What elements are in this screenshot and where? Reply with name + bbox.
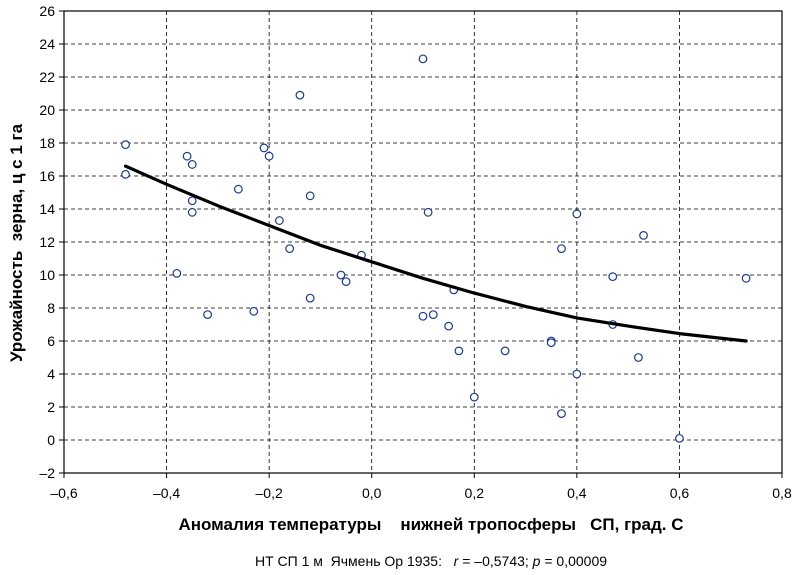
data-point — [557, 244, 566, 254]
y-tick-label: 6 — [47, 333, 55, 349]
y-tick-label: 18 — [39, 135, 55, 151]
data-point — [428, 310, 438, 320]
y-tick-label: 26 — [39, 3, 55, 19]
data-point — [187, 207, 197, 217]
data-point — [341, 277, 351, 287]
data-point — [336, 270, 346, 280]
data-point — [285, 244, 295, 254]
data-point — [469, 392, 479, 402]
data-point — [187, 196, 197, 206]
caption-p-value: = 0,00009 — [540, 553, 607, 569]
x-tick-label: –0,2 — [256, 485, 283, 501]
fit-curve — [123, 164, 748, 343]
data-point — [172, 268, 182, 278]
data-point — [233, 184, 243, 194]
y-tick-label: –2 — [39, 465, 55, 481]
x-axis-label: Аномалия температуры нижней тропосферы С… — [178, 515, 683, 534]
y-tick-label: 2 — [47, 399, 55, 415]
data-points — [121, 54, 751, 443]
x-tick-label: –0,4 — [153, 485, 180, 501]
grid — [64, 11, 782, 473]
data-point — [572, 369, 582, 379]
caption-prefix: НТ СП 1 м Ячмень Ор 1935: — [255, 553, 454, 569]
caption-p-symbol: p — [532, 553, 541, 569]
data-point — [675, 433, 684, 443]
data-point — [295, 90, 305, 100]
x-tick-label: 0,4 — [567, 485, 587, 501]
y-tick-label: 14 — [39, 201, 55, 217]
data-point — [121, 140, 130, 150]
data-point — [305, 293, 315, 303]
data-point — [249, 306, 259, 316]
caption-r-symbol: r — [454, 553, 460, 569]
data-point — [546, 338, 556, 348]
y-tick-label: 0 — [47, 432, 55, 448]
data-point — [187, 160, 197, 169]
data-point — [454, 346, 464, 356]
data-point — [500, 346, 510, 356]
data-point — [639, 230, 648, 240]
x-tick-label: 0,8 — [772, 485, 792, 501]
y-tick-label: 4 — [47, 366, 55, 382]
data-point — [634, 353, 643, 362]
y-tick-label: 22 — [39, 69, 55, 85]
data-point — [418, 311, 428, 321]
data-point — [423, 207, 433, 217]
data-point — [275, 216, 284, 225]
y-tick-label: 16 — [39, 168, 55, 184]
data-point — [203, 310, 213, 320]
data-point — [572, 209, 582, 219]
data-point — [121, 169, 130, 179]
x-axis-ticks: –0,6 –0,4 –0,2 0,0 0,2 0,4 0,6 0,8 — [50, 473, 792, 501]
x-tick-label: –0,6 — [50, 485, 77, 501]
caption-r-value: = –0,5743; — [458, 553, 532, 569]
x-tick-label: 0,0 — [362, 485, 382, 501]
data-point — [608, 272, 618, 282]
y-tick-label: 12 — [39, 234, 55, 250]
y-tick-label: 8 — [47, 300, 55, 316]
y-tick-label: 24 — [39, 36, 55, 52]
y-axis-label: Урожайность зерна, ц с 1 га — [7, 123, 26, 362]
x-tick-label: 0,2 — [465, 485, 485, 501]
data-point — [182, 151, 192, 161]
data-point — [259, 143, 269, 153]
data-point — [557, 409, 566, 419]
y-tick-label: 20 — [39, 102, 55, 118]
chart-caption: НТ СП 1 м Ячмень Ор 1935: r = –0,5743; p… — [255, 553, 607, 569]
y-tick-label: 10 — [39, 267, 55, 283]
x-tick-label: 0,6 — [670, 485, 690, 501]
data-point — [418, 54, 428, 64]
data-point — [444, 321, 454, 331]
data-point — [264, 151, 274, 161]
data-point — [305, 191, 315, 201]
data-point — [741, 273, 751, 283]
